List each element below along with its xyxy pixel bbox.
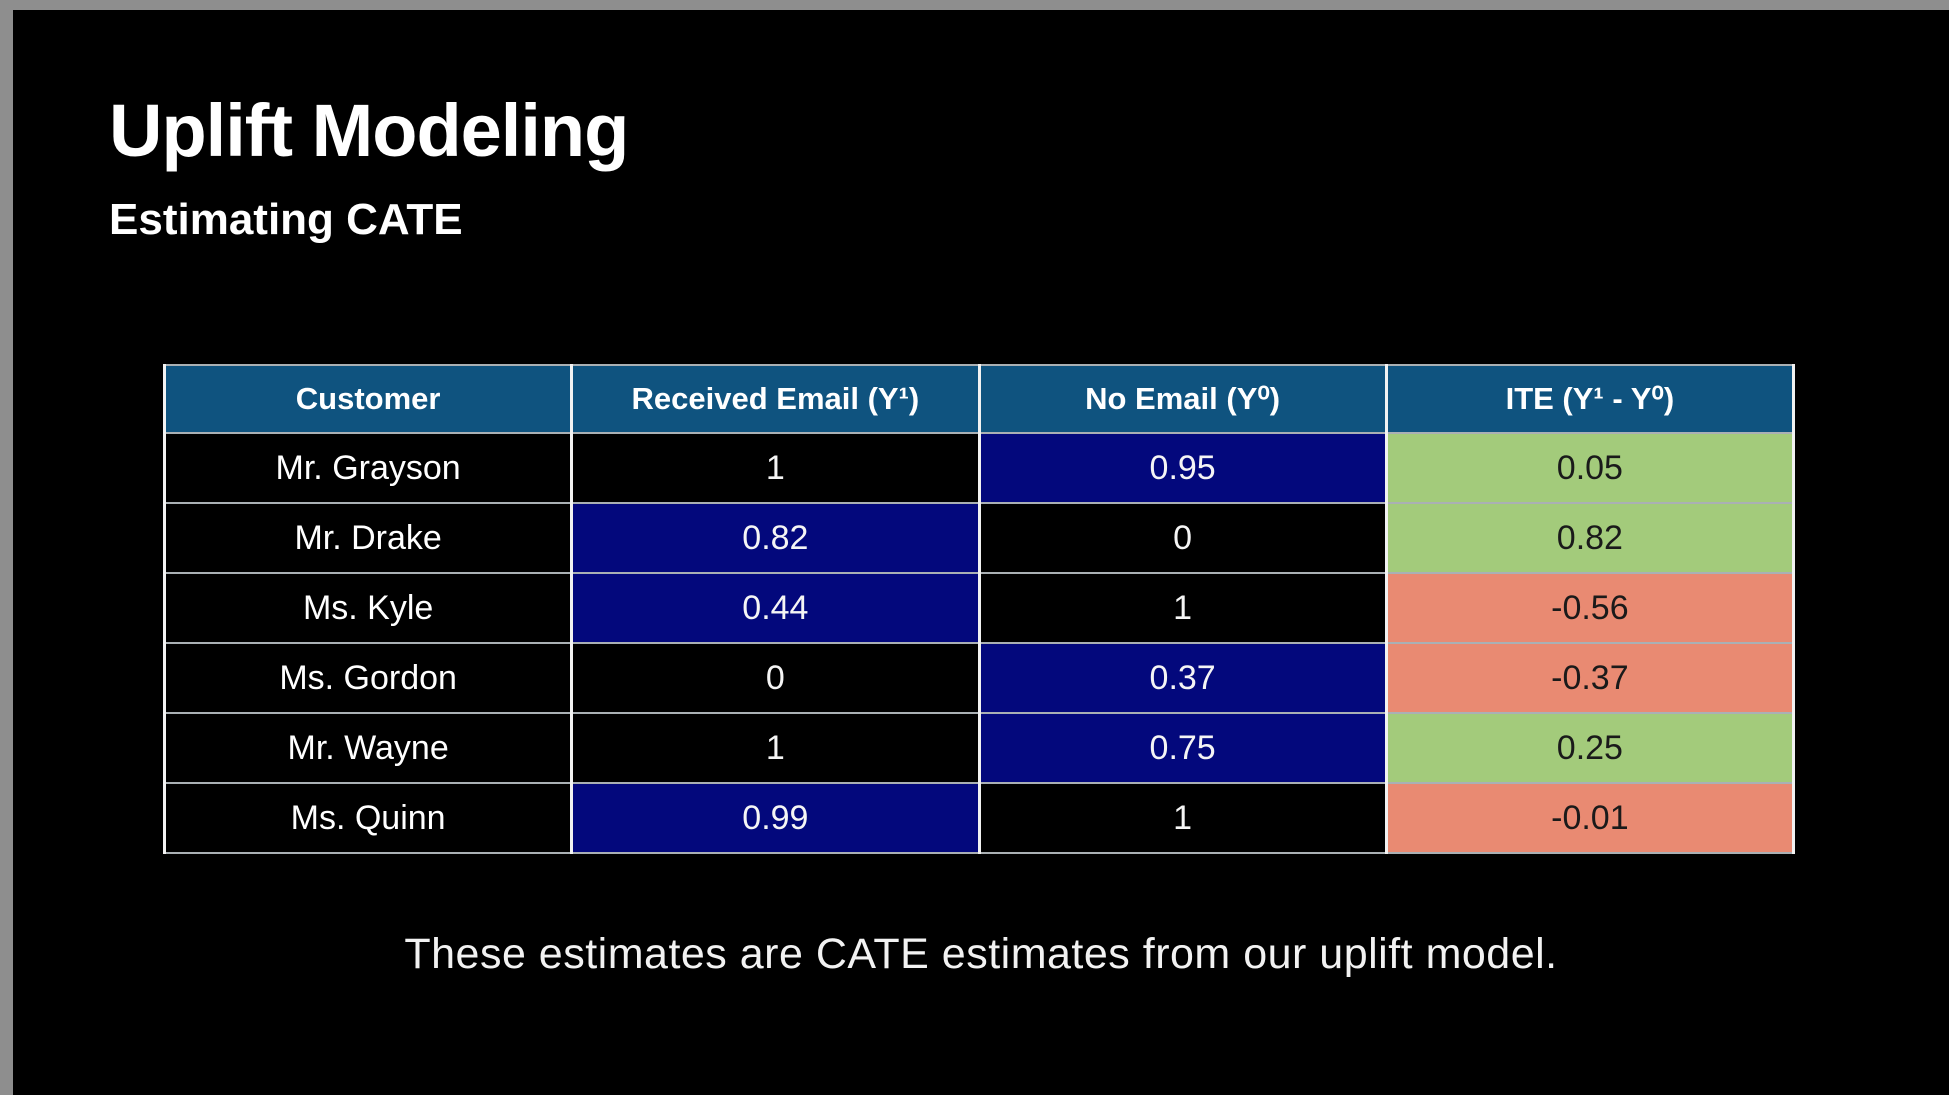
table-row: Ms. Kyle 0.44 1 -0.56: [162, 572, 1796, 644]
table-row: Mr. Drake 0.82 0 0.82: [162, 502, 1796, 574]
no-email-cell: 0.37: [977, 642, 1388, 714]
customer-cell: Ms. Gordon: [162, 642, 574, 714]
no-email-cell: 1: [977, 782, 1388, 854]
ite-cell: 0.25: [1384, 712, 1796, 784]
customer-cell: Ms. Quinn: [162, 782, 574, 854]
received-email-cell: 0.82: [570, 502, 981, 574]
ite-cell: -0.37: [1384, 642, 1796, 714]
ite-cell: -0.56: [1384, 572, 1796, 644]
table-row: Mr. Wayne 1 0.75 0.25: [162, 712, 1796, 784]
table-body: Mr. Grayson 1 0.95 0.05 Mr. Drake 0.82 0 0.82 Ms…: [162, 432, 1796, 854]
no-email-cell: 0.95: [977, 432, 1388, 504]
slide: Uplift Modeling Estimating CATE Customer…: [13, 10, 1949, 1095]
customer-cell: Mr. Wayne: [162, 712, 574, 784]
page-subtitle: Estimating CATE: [109, 195, 463, 244]
received-email-cell: 0.44: [570, 572, 981, 644]
received-email-cell: 0.99: [570, 782, 981, 854]
no-email-cell: 0: [977, 502, 1388, 574]
ite-cell: 0.82: [1384, 502, 1796, 574]
table-header: Customer Received Email (Y¹) No Email (Y…: [162, 364, 1796, 434]
caption-text: These estimates are CATE estimates from …: [404, 930, 1558, 978]
col-header-received-email: Received Email (Y¹): [570, 364, 981, 434]
table-row: Mr. Grayson 1 0.95 0.05: [162, 432, 1796, 504]
table-header-row: Customer Received Email (Y¹) No Email (Y…: [162, 364, 1796, 434]
no-email-cell: 1: [977, 572, 1388, 644]
customer-cell: Ms. Kyle: [162, 572, 574, 644]
received-email-cell: 0: [570, 642, 981, 714]
table-row: Ms. Gordon 0 0.37 -0.37: [162, 642, 1796, 714]
ite-cell: -0.01: [1384, 782, 1796, 854]
customer-cell: Mr. Drake: [162, 502, 574, 574]
col-header-customer: Customer: [162, 364, 574, 434]
col-header-no-email: No Email (Y⁰): [977, 364, 1388, 434]
received-email-cell: 1: [570, 432, 981, 504]
table-row: Ms. Quinn 0.99 1 -0.01: [162, 782, 1796, 854]
col-header-ite: ITE (Y¹ - Y⁰): [1384, 364, 1796, 434]
cate-estimates-table: Customer Received Email (Y¹) No Email (Y…: [162, 364, 1796, 854]
ite-cell: 0.05: [1384, 432, 1796, 504]
no-email-cell: 0.75: [977, 712, 1388, 784]
received-email-cell: 1: [570, 712, 981, 784]
page-title: Uplift Modeling: [109, 89, 629, 172]
customer-cell: Mr. Grayson: [162, 432, 574, 504]
